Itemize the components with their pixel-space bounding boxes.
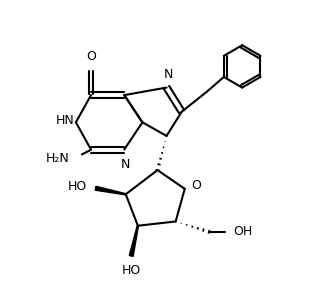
Text: OH: OH xyxy=(234,225,253,238)
Text: N: N xyxy=(121,158,130,171)
Text: O: O xyxy=(191,179,201,192)
Text: N: N xyxy=(163,68,173,81)
Text: HO: HO xyxy=(122,264,141,277)
Polygon shape xyxy=(129,226,139,256)
Text: H₂N: H₂N xyxy=(46,151,70,164)
Polygon shape xyxy=(95,186,126,195)
Text: O: O xyxy=(86,50,96,63)
Text: HO: HO xyxy=(68,180,87,193)
Text: HN: HN xyxy=(56,114,74,127)
